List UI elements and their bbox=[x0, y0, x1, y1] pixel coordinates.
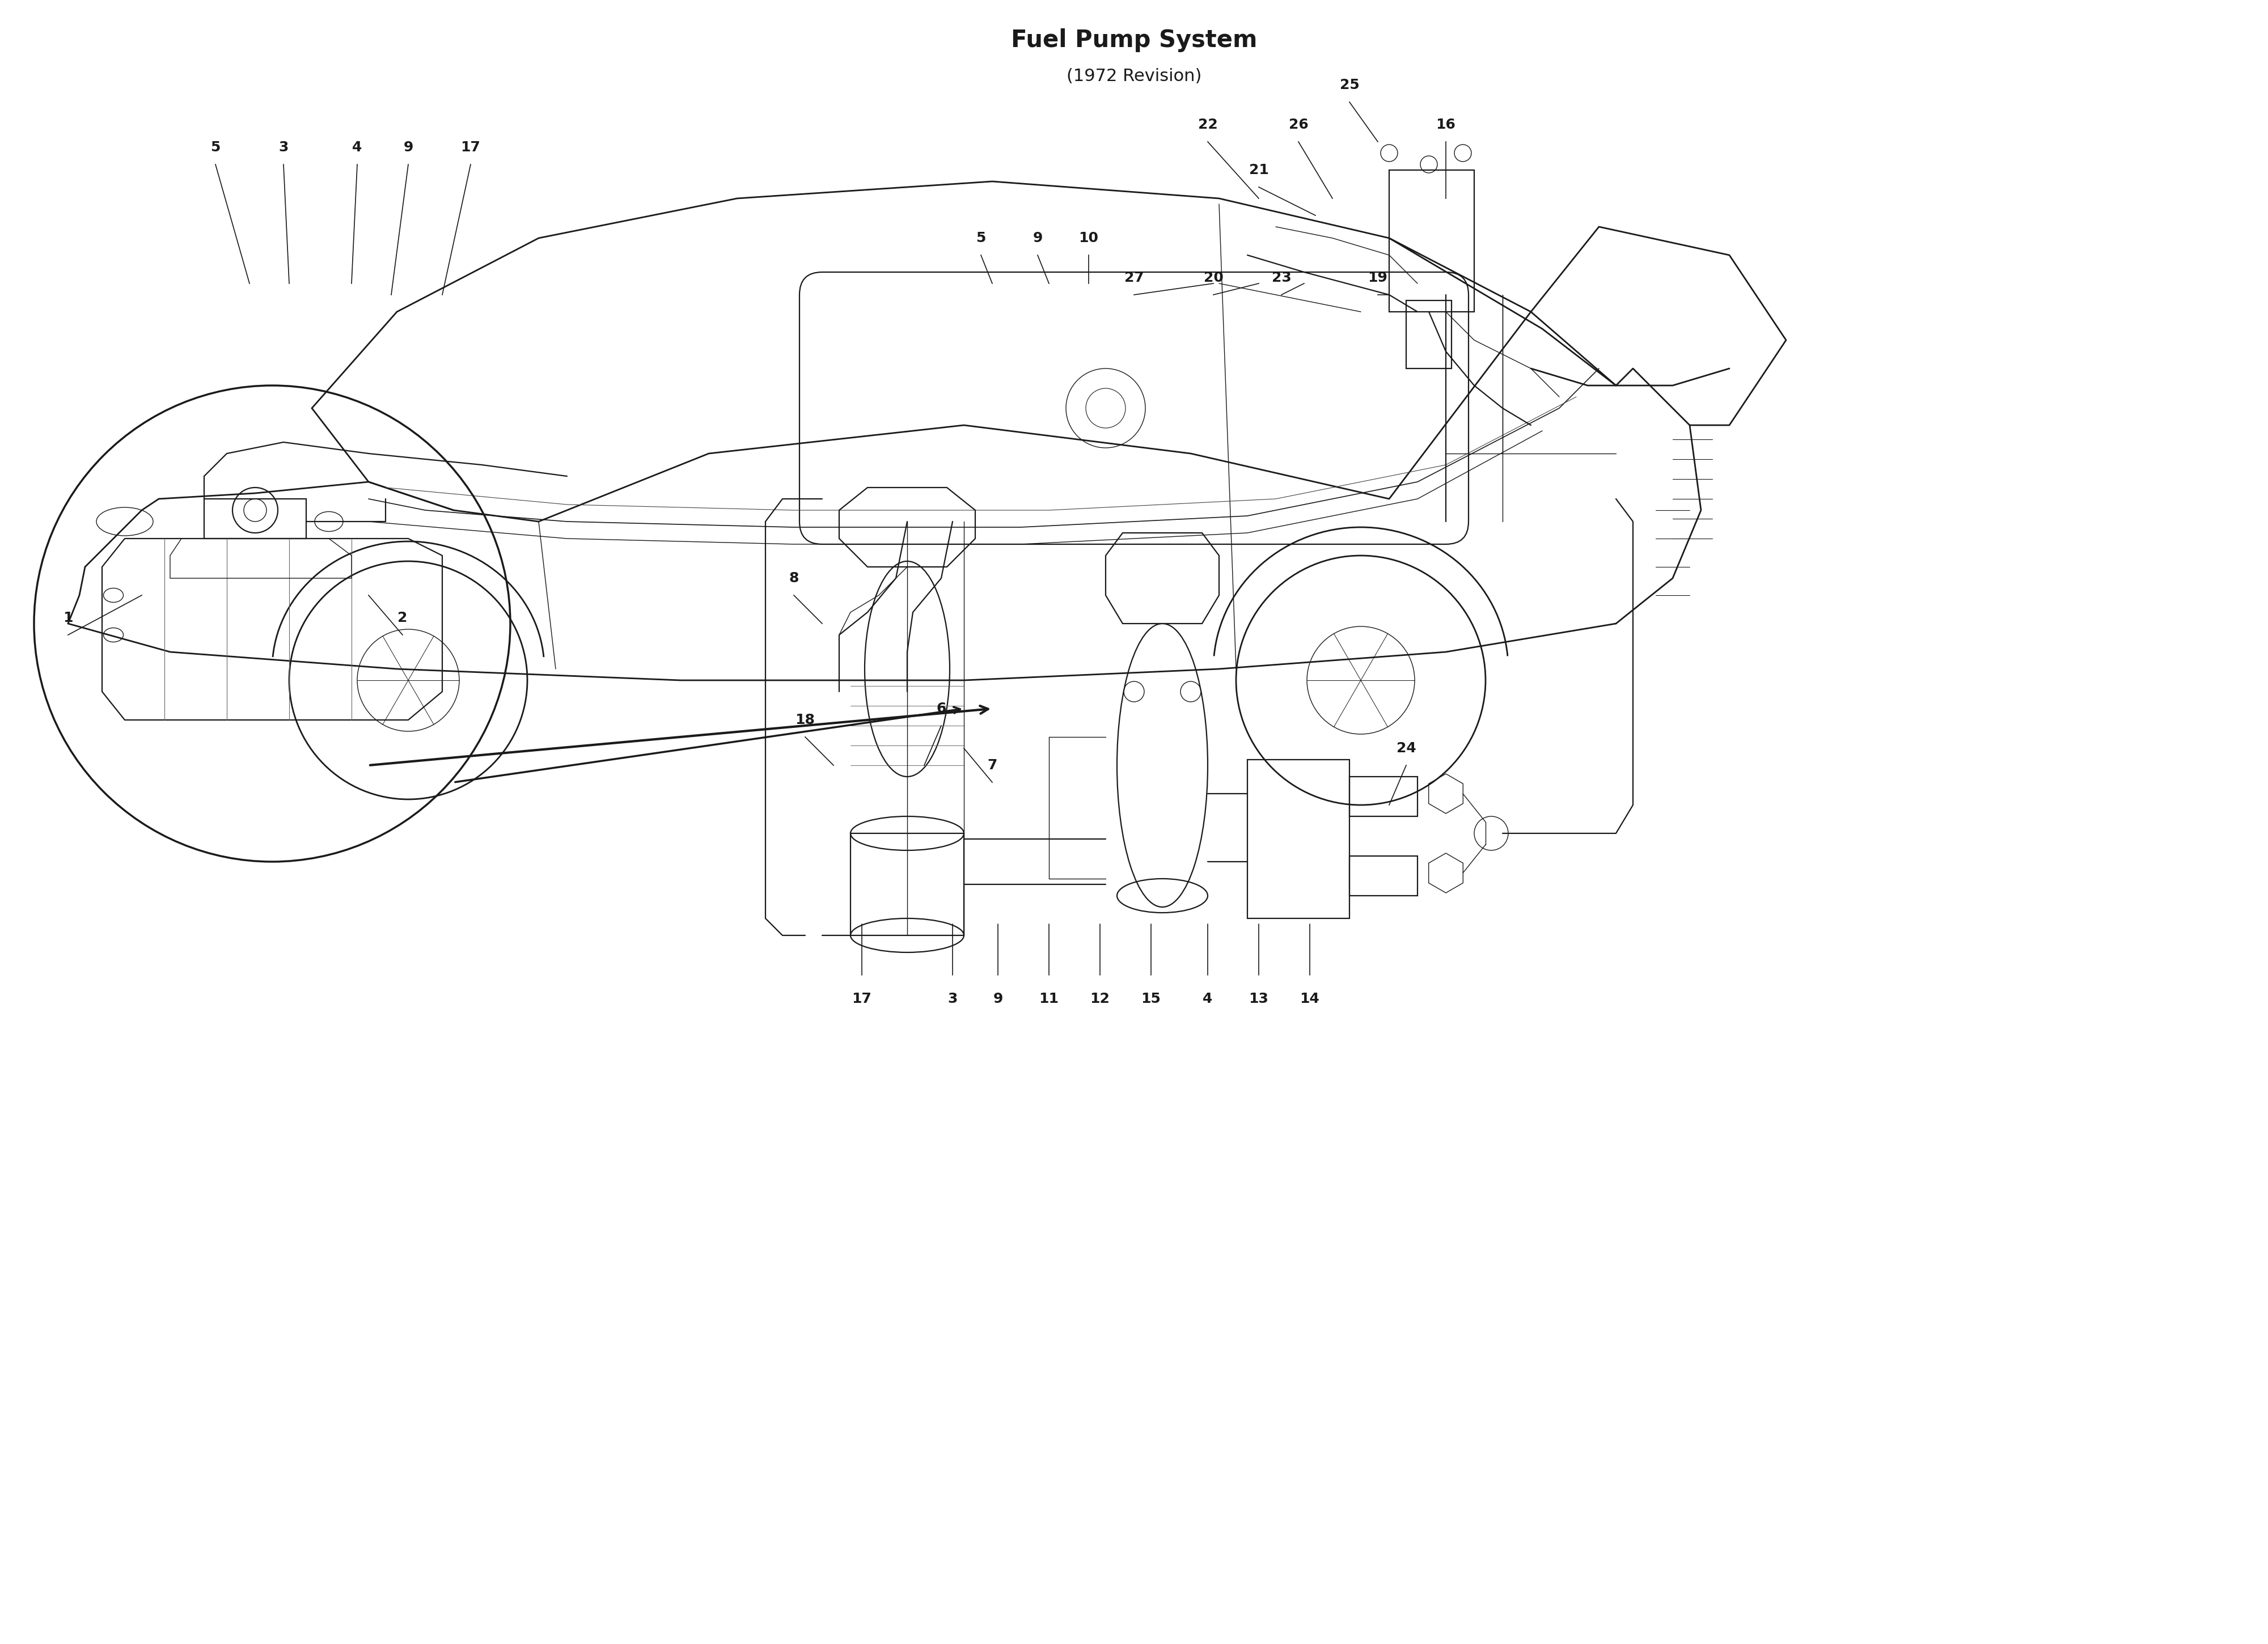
Text: 17: 17 bbox=[853, 991, 871, 1006]
Text: 5: 5 bbox=[211, 141, 220, 155]
Text: 3: 3 bbox=[279, 141, 288, 155]
Text: 21: 21 bbox=[1250, 163, 1268, 178]
Text: 14: 14 bbox=[1300, 991, 1320, 1006]
Text: 15: 15 bbox=[1141, 991, 1161, 1006]
Text: 16: 16 bbox=[1436, 118, 1456, 132]
Text: 1: 1 bbox=[64, 612, 73, 625]
Text: 12: 12 bbox=[1091, 991, 1109, 1006]
Text: 20: 20 bbox=[1204, 271, 1222, 284]
Text: 23: 23 bbox=[1272, 271, 1290, 284]
Bar bbox=[1406, 301, 1452, 368]
Bar bbox=[1388, 169, 1474, 312]
Text: 9: 9 bbox=[404, 141, 413, 155]
Text: 13: 13 bbox=[1250, 991, 1268, 1006]
Text: 6: 6 bbox=[937, 702, 946, 715]
Text: 18: 18 bbox=[796, 713, 814, 727]
Bar bbox=[1349, 776, 1417, 817]
Bar bbox=[850, 834, 964, 935]
Text: 26: 26 bbox=[1288, 118, 1309, 132]
Text: 4: 4 bbox=[352, 141, 363, 155]
Text: (1972 Revision): (1972 Revision) bbox=[1066, 67, 1202, 84]
Text: 8: 8 bbox=[789, 572, 798, 585]
Text: 3: 3 bbox=[948, 991, 957, 1006]
Text: 19: 19 bbox=[1368, 271, 1388, 284]
Text: 25: 25 bbox=[1340, 79, 1359, 92]
Text: 11: 11 bbox=[1039, 991, 1059, 1006]
Text: 27: 27 bbox=[1125, 271, 1143, 284]
Text: 10: 10 bbox=[1080, 232, 1098, 245]
Text: 5: 5 bbox=[975, 232, 987, 245]
Text: 9: 9 bbox=[1032, 232, 1043, 245]
Text: 7: 7 bbox=[987, 758, 998, 773]
Text: 4: 4 bbox=[1202, 991, 1213, 1006]
Text: 9: 9 bbox=[993, 991, 1002, 1006]
Text: Fuel Pump System: Fuel Pump System bbox=[1012, 28, 1256, 53]
Text: 2: 2 bbox=[397, 612, 408, 625]
Bar bbox=[1349, 857, 1417, 896]
Text: 24: 24 bbox=[1397, 741, 1415, 755]
Bar bbox=[1247, 760, 1349, 919]
Bar bbox=[204, 498, 306, 539]
Text: 22: 22 bbox=[1198, 118, 1218, 132]
Text: 17: 17 bbox=[460, 141, 481, 155]
